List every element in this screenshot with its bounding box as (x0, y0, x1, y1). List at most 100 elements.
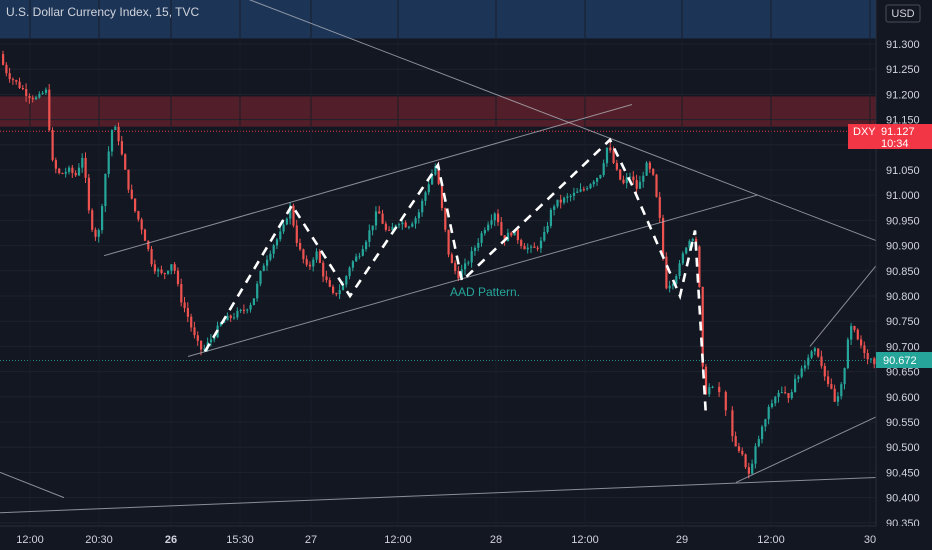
candle-body (619, 169, 622, 180)
candle-body (124, 154, 127, 170)
candle-body (609, 147, 612, 151)
candle-body (553, 206, 556, 210)
candle-body (259, 271, 262, 284)
x-tick-label: 30 (864, 534, 876, 546)
candle-body (770, 403, 774, 408)
long-support-line (0, 476, 877, 514)
candle-body (401, 222, 404, 225)
candle-body (648, 162, 651, 169)
candle-body (256, 283, 259, 299)
candle-body (315, 251, 318, 260)
candle-body (68, 167, 71, 172)
candle-body (398, 224, 401, 226)
candle-body (546, 225, 549, 232)
candle-body (338, 290, 341, 295)
candle-body (615, 163, 618, 170)
y-tick-label: 90.450 (886, 467, 920, 479)
candle-body (635, 180, 638, 189)
candle-body (431, 174, 434, 185)
candle-body (675, 276, 678, 284)
candle-body (464, 263, 467, 270)
candle-body (163, 272, 166, 274)
candle-body (104, 173, 107, 207)
candle-body (579, 189, 582, 192)
candle-body (2, 54, 5, 65)
candle-body (299, 242, 302, 250)
candle-body (117, 126, 120, 142)
candle-body (671, 283, 675, 286)
candle-body (427, 184, 430, 193)
candle-body (833, 388, 836, 402)
candle-body (308, 264, 312, 267)
candle-body (140, 219, 143, 230)
candle-body (81, 157, 84, 168)
candle-body (44, 89, 48, 93)
descending-trendline (248, 0, 877, 242)
candle-body (325, 276, 328, 281)
candle-body (35, 97, 38, 100)
candle-body (322, 262, 325, 277)
candle-body (751, 463, 754, 474)
candle-body (378, 211, 381, 214)
currency-badge[interactable] (885, 4, 921, 23)
candle-body (351, 261, 354, 268)
y-tick-label: 90.550 (886, 417, 920, 429)
candle-body (744, 454, 747, 468)
y-tick-label: 91.000 (886, 190, 920, 202)
candle-body (576, 191, 579, 193)
candle-body (77, 167, 81, 176)
candle-body (114, 126, 117, 131)
candle-body (473, 247, 477, 252)
y-tick-label: 90.850 (886, 266, 920, 278)
candle-body (361, 249, 364, 256)
candle-body (840, 384, 843, 397)
candle-body (516, 229, 519, 241)
candle-body (110, 130, 114, 152)
candle-body (203, 348, 206, 350)
aad-pattern-path (203, 137, 708, 418)
candle-body (328, 280, 331, 287)
candle-body (348, 267, 351, 277)
price-axis[interactable]: 91.30091.25091.20091.15091.10091.05091.0… (886, 39, 920, 530)
candle-body (272, 245, 275, 254)
candle-body (549, 209, 552, 226)
lower-left-line (0, 471, 65, 499)
candle-body (863, 345, 866, 353)
candle-body (543, 231, 546, 241)
candle-body (563, 197, 566, 203)
time-axis[interactable]: 12:00 20:30 26 15:30 27 12:00 28 12:00 29 12:00 30 (16, 534, 876, 546)
candle-body (28, 95, 31, 98)
candle-body (820, 356, 823, 366)
candle-body (11, 79, 15, 81)
candle-body (51, 130, 54, 161)
candle-body (454, 263, 457, 271)
time-axis-background (0, 526, 932, 550)
candle-body (21, 88, 24, 90)
pattern-annotation: AAD Pattern. (450, 285, 520, 299)
candle-body (196, 335, 199, 341)
candle-body (566, 196, 569, 198)
candle-body (866, 352, 869, 360)
candle-body (417, 212, 420, 219)
candle-body (846, 339, 849, 369)
candle-body (107, 151, 110, 174)
y-tick-label: 90.950 (886, 215, 920, 227)
candle-body (157, 269, 160, 272)
candle-body (229, 315, 232, 318)
candle-body (817, 348, 820, 357)
candle-body (638, 181, 642, 189)
candle-body (642, 175, 645, 182)
candle-body (800, 368, 803, 377)
candle-body (698, 246, 701, 287)
y-tick-label: 90.750 (886, 316, 920, 328)
candle-body (536, 247, 539, 249)
candle-body (655, 174, 658, 197)
candle-body (860, 339, 863, 346)
candle-body (190, 316, 193, 328)
candle-body (381, 213, 384, 224)
last-price-tag: DXY 91.127 10:34 (848, 124, 932, 150)
candle-body (176, 270, 180, 285)
x-tick-label: 12:00 (757, 534, 785, 546)
